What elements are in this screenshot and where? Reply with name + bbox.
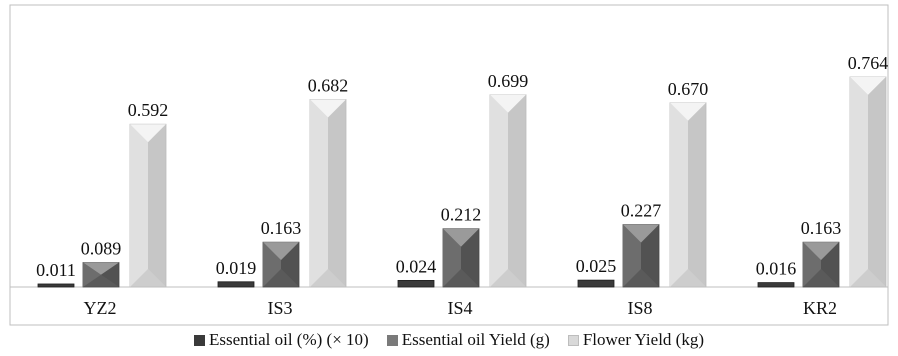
x-tick-label: IS8 <box>627 298 652 318</box>
legend-item-essential-oil-pct: Essential oil (%) (× 10) <box>193 330 369 350</box>
value-label: 0.682 <box>308 75 349 95</box>
bar <box>802 241 840 288</box>
bar-bevel-bottom <box>490 269 526 287</box>
bar <box>849 76 887 288</box>
x-tick-label: IS3 <box>267 298 292 318</box>
bar-bevel-left <box>490 94 508 288</box>
bar-body <box>37 283 75 288</box>
bar-bevel-left <box>130 124 148 287</box>
value-label: 0.699 <box>488 71 529 91</box>
bar-bevel-left <box>263 242 281 287</box>
bar <box>309 99 347 288</box>
value-label: 0.592 <box>128 100 169 120</box>
bar-bevel-right <box>148 124 166 287</box>
legend-item-flower-yield: Flower Yield (kg) <box>567 330 704 350</box>
bar-body <box>757 282 795 288</box>
bar <box>577 279 615 288</box>
value-label: 0.089 <box>81 239 122 259</box>
legend-label-flower-yield: Flower Yield (kg) <box>582 330 704 349</box>
x-tick-label: IS4 <box>447 298 472 318</box>
bar <box>489 94 527 288</box>
legend-item-essential-oil-yield: Essential oil Yield (g) <box>386 330 550 350</box>
bar-bevel-right <box>821 242 839 287</box>
legend-swatch-essential-oil-yield <box>386 334 398 346</box>
bar <box>757 282 795 288</box>
labels-layer: 0.0110.0890.592YZ20.0190.1630.682IS30.02… <box>36 53 888 318</box>
value-label: 0.227 <box>621 201 662 221</box>
bar-bevel-bottom <box>670 269 706 287</box>
bar-bevel-bottom <box>803 269 839 287</box>
bar-bevel-bottom <box>623 269 659 287</box>
bar-bevel-right <box>641 224 659 287</box>
bar-bevel-top <box>670 102 706 121</box>
bar <box>82 262 120 288</box>
bar-bevel-left <box>443 228 461 287</box>
bar <box>37 283 75 288</box>
bar-bevel-left <box>623 224 641 287</box>
bar <box>262 241 300 288</box>
bar-bevel-bottom <box>310 269 346 287</box>
bar-bevel-top <box>490 94 526 113</box>
value-label: 0.024 <box>396 256 437 276</box>
bar-bevel-top <box>443 228 479 247</box>
value-label: 0.016 <box>756 259 797 279</box>
bar-chart: 0.0110.0890.592YZ20.0190.1630.682IS30.02… <box>9 4 889 326</box>
value-label: 0.025 <box>576 256 617 276</box>
bar-bevel-bottom <box>850 269 886 287</box>
legend: Essential oil (%) (× 10) Essential oil Y… <box>0 330 898 350</box>
bar-bevel-right <box>101 262 119 287</box>
value-label: 0.212 <box>441 205 482 225</box>
bar-bevel-top <box>850 76 886 95</box>
bar-bevel-right <box>688 102 706 287</box>
bar-body <box>397 279 435 288</box>
legend-label-essential-oil-yield: Essential oil Yield (g) <box>401 330 550 349</box>
bar-bevel-top <box>83 262 119 275</box>
bar-bevel-left <box>850 76 868 288</box>
bar-bevel-right <box>868 76 886 288</box>
bar-bevel-bottom <box>443 269 479 287</box>
bar-bevel-left <box>670 102 688 287</box>
bar-bevel-bottom <box>83 274 119 287</box>
value-label: 0.163 <box>801 218 842 238</box>
bar-bevel-top <box>130 124 166 143</box>
value-label: 0.011 <box>36 260 76 280</box>
x-tick-label: YZ2 <box>84 298 117 318</box>
bar-bevel-top <box>803 242 839 261</box>
legend-label-essential-oil-pct: Essential oil (%) (× 10) <box>208 330 369 349</box>
bar-bevel-right <box>281 242 299 287</box>
bar-bevel-right <box>328 99 346 287</box>
x-tick-label: KR2 <box>803 298 837 318</box>
bar <box>622 224 660 288</box>
bar-bevel-right <box>461 228 479 287</box>
bar-bevel-left <box>310 99 328 287</box>
bar <box>217 281 255 288</box>
bar-bevel-top <box>263 242 299 261</box>
bar <box>442 228 480 288</box>
value-label: 0.163 <box>261 218 302 238</box>
bar <box>669 102 707 288</box>
bars-layer <box>37 76 887 288</box>
bar-bevel-bottom <box>263 269 299 287</box>
bar <box>397 279 435 288</box>
bar-bevel-right <box>508 94 526 288</box>
bar-bevel-left <box>83 262 101 287</box>
bar-bevel-top <box>623 224 659 243</box>
bar-bevel-left <box>803 242 821 287</box>
value-label: 0.670 <box>668 79 709 99</box>
legend-swatch-essential-oil-pct <box>193 334 205 346</box>
legend-swatch-flower-yield <box>567 334 579 346</box>
bar-body <box>217 281 255 288</box>
value-label: 0.764 <box>848 53 889 73</box>
bar <box>129 123 167 288</box>
bar-bevel-top <box>310 99 346 118</box>
value-label: 0.019 <box>216 258 257 278</box>
bar-bevel-bottom <box>130 269 166 287</box>
bar-body <box>577 279 615 288</box>
